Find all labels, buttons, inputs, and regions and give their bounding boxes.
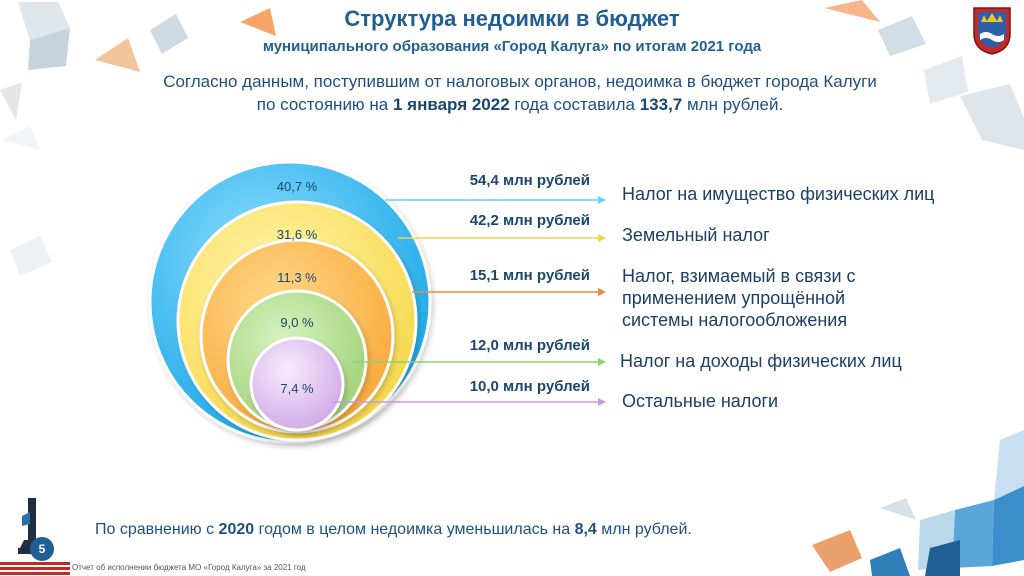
category-label-3: Налог, взимаемый в связи с применением уп…: [622, 265, 856, 331]
intro-text: Согласно данным, поступившим от налоговы…: [90, 70, 950, 116]
category-label-line: Налог, взимаемый в связи с: [622, 266, 856, 286]
arrow-head-2: [598, 234, 606, 242]
percent-label-4: 9,0 %: [280, 315, 314, 330]
comparison-year: 2020: [218, 521, 255, 538]
value-label-4: 12,0 млн рублей: [470, 337, 590, 354]
monument-icon: [0, 498, 70, 575]
page-number: 5: [30, 537, 54, 561]
value-label-5: 10,0 млн рублей: [470, 378, 590, 395]
category-label-1: Налог на имущество физических лиц: [622, 183, 934, 205]
category-label-line: Налог на имущество физических лиц: [622, 184, 935, 204]
intro-date: 1 января 2022: [392, 95, 510, 114]
percent-label-1: 40,7 %: [277, 179, 318, 194]
category-label-line: Налог на доходы физических лиц: [620, 351, 902, 371]
percent-label-3: 11,3 %: [277, 270, 317, 285]
comparison-amount: 8,4: [574, 521, 597, 538]
category-label-4: Налог на доходы физических лиц: [620, 350, 902, 372]
category-label-line: Земельный налог: [622, 225, 770, 245]
page-title: Структура недоимки в бюджет: [344, 6, 680, 31]
page-subtitle: муниципального образования «Город Калуга…: [262, 38, 762, 55]
percent-label-5: 7,4 %: [280, 381, 314, 396]
category-label-2: Земельный налог: [622, 224, 770, 246]
circle-slice-5: [249, 336, 345, 432]
city-emblem: [973, 7, 1011, 55]
arrow-head-5: [598, 398, 606, 406]
footer-text: Отчет об исполнении бюджета МО «Город Ка…: [72, 563, 306, 572]
intro-total: 133,7: [639, 95, 683, 114]
intro-line-1: Согласно данным, поступившим от налоговы…: [163, 72, 877, 91]
value-label-3: 15,1 млн рублей: [470, 267, 590, 284]
comparison-note: По сравнению с 2020 годом в целом недоим…: [95, 521, 692, 538]
intro-line-2: по состоянию на 1 января 2022 года соста…: [256, 95, 784, 114]
value-label-1: 54,4 млн рублей: [470, 172, 590, 189]
percent-label-2: 31,6 %: [277, 227, 318, 242]
arrow-head-1: [598, 196, 606, 204]
category-label-line: системы налогообложения: [622, 310, 848, 330]
arrow-head-3: [598, 288, 606, 296]
value-label-2: 42,2 млн рублей: [470, 212, 590, 229]
category-label-line: Остальные налоги: [622, 391, 779, 411]
arrow-head-4: [598, 358, 606, 366]
category-label-line: применением упрощённой: [622, 288, 846, 308]
category-label-5: Остальные налоги: [622, 390, 778, 412]
